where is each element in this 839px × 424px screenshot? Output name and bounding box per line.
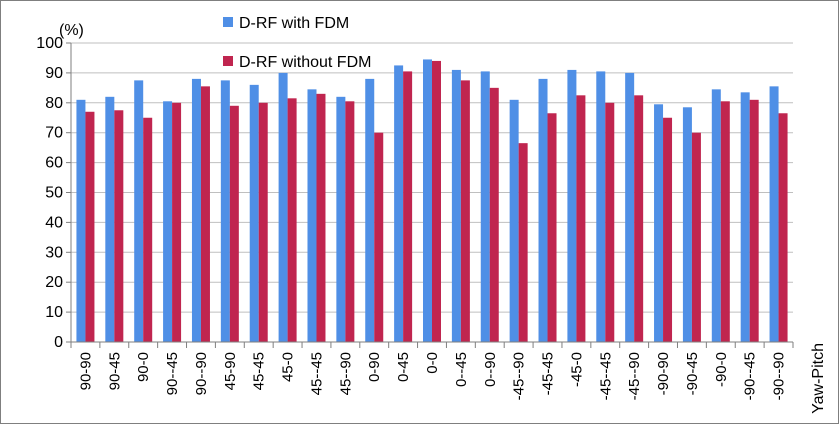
bars	[76, 59, 788, 343]
bar-without-fdm	[749, 99, 759, 342]
axes	[66, 42, 794, 348]
y-tick-label: 0	[54, 334, 63, 351]
bar-with-fdm	[451, 69, 461, 342]
bar-without-fdm	[691, 132, 701, 342]
x-tick-label: -45--90	[511, 352, 528, 400]
bar-without-fdm	[200, 86, 210, 342]
bar-without-fdm	[374, 132, 384, 342]
bar-with-fdm	[163, 101, 173, 343]
y-unit-label: (%)	[59, 22, 84, 39]
bar-with-fdm	[480, 71, 490, 342]
x-tick-label: 45-0	[280, 352, 297, 382]
x-tick-label: -90-90	[655, 352, 672, 395]
legend-swatch-without-fdm	[223, 56, 233, 66]
y-tick-label: 20	[45, 274, 63, 291]
legend-label-without-fdm: D-RF without FDM	[239, 54, 371, 71]
x-tick-label: -45--45	[597, 352, 614, 400]
bar-without-fdm	[576, 95, 586, 342]
bar-with-fdm	[711, 89, 721, 342]
x-tick-label: -90--90	[771, 352, 788, 400]
bar-without-fdm	[432, 60, 441, 342]
bar-with-fdm	[307, 89, 317, 342]
x-tick-label: 90-90	[77, 352, 94, 390]
bar-without-fdm	[316, 93, 326, 342]
x-tick-label: 0--45	[453, 352, 470, 387]
bar-without-fdm	[778, 113, 788, 342]
bar-with-fdm	[769, 86, 779, 342]
y-tick-label: 30	[45, 244, 63, 261]
bar-with-fdm	[76, 99, 86, 342]
bar-without-fdm	[345, 101, 355, 343]
bar-with-fdm	[682, 107, 692, 342]
x-tick-label: 90-45	[106, 352, 123, 390]
x-tick-label: -45-45	[540, 352, 557, 395]
x-tick-label: 45--90	[337, 352, 354, 395]
bar-without-fdm	[403, 71, 413, 342]
y-tick-label: 50	[45, 185, 63, 202]
y-tick-label: 90	[45, 65, 63, 82]
bar-with-fdm	[423, 59, 432, 342]
bar-without-fdm	[229, 105, 239, 342]
bar-without-fdm	[143, 117, 153, 342]
bar-with-fdm	[509, 99, 519, 342]
bar-without-fdm	[114, 110, 124, 343]
bar-without-fdm	[460, 80, 470, 342]
x-tick-label: -90-45	[684, 352, 701, 395]
x-tick-label: -45-0	[568, 352, 585, 387]
x-tick-label: 0-0	[424, 352, 441, 374]
x-axis-title: Yaw-Pitch	[810, 343, 827, 414]
bar-with-fdm	[365, 78, 375, 342]
x-tick-label: 90--90	[193, 352, 210, 395]
x-tick-label: -90--45	[742, 352, 759, 400]
x-tick-labels: 90-90 90-45 90-0 90--45 90--90 45-90 45-45 45-0…	[77, 352, 787, 400]
bar-without-fdm	[634, 95, 644, 342]
bar-without-fdm	[85, 111, 95, 343]
x-tick-label: 90-0	[135, 352, 152, 382]
x-tick-label: 45-45	[251, 352, 268, 390]
bar-without-fdm	[287, 98, 297, 342]
x-tick-label: 0-45	[395, 352, 412, 382]
bar-without-fdm	[663, 117, 673, 342]
bar-with-fdm	[249, 84, 259, 343]
x-tick-label: -90-0	[713, 352, 730, 387]
bar-with-fdm	[220, 80, 230, 342]
x-tick-label: 90--45	[164, 352, 181, 395]
bar-with-fdm	[538, 78, 548, 342]
bar-without-fdm	[605, 102, 615, 342]
bar-with-fdm	[394, 65, 404, 343]
x-tick-label: 45--45	[308, 352, 325, 395]
bar-with-fdm	[134, 80, 144, 342]
bar-with-fdm	[625, 72, 635, 343]
x-tick-label: 0-90	[366, 352, 383, 382]
bar-without-fdm	[518, 143, 528, 342]
y-tick-label: 80	[45, 95, 63, 112]
bar-with-fdm	[740, 92, 750, 343]
y-tick-label: 10	[45, 304, 63, 321]
bar-with-fdm	[596, 71, 606, 342]
bar-with-fdm	[191, 78, 201, 342]
bar-without-fdm	[489, 87, 499, 342]
bar-without-fdm	[172, 102, 182, 342]
bar-with-fdm	[278, 72, 288, 343]
legend-swatch-with-fdm	[223, 17, 233, 27]
bar-with-fdm	[105, 96, 115, 342]
bar-without-fdm	[547, 113, 557, 342]
legend-label-with-fdm: D-RF with FDM	[239, 15, 349, 32]
bar-with-fdm	[336, 96, 346, 342]
y-tick-label: 100	[36, 35, 63, 52]
x-tick-label: 0--90	[482, 352, 499, 387]
y-tick-labels: 0 10 20 30 40 50 60 70 80 90 100	[36, 35, 63, 351]
x-tick-label: 45-90	[222, 352, 239, 390]
bar-without-fdm	[258, 102, 268, 342]
y-tick-label: 40	[45, 214, 63, 231]
bar-with-fdm	[567, 69, 577, 342]
bar-without-fdm	[720, 101, 730, 343]
legend: D-RF with FDM D-RF without FDM	[223, 15, 371, 71]
y-tick-label: 70	[45, 125, 63, 142]
x-tick-label: -45--90	[626, 352, 643, 400]
y-tick-label: 60	[45, 155, 63, 172]
bar-with-fdm	[654, 104, 664, 342]
